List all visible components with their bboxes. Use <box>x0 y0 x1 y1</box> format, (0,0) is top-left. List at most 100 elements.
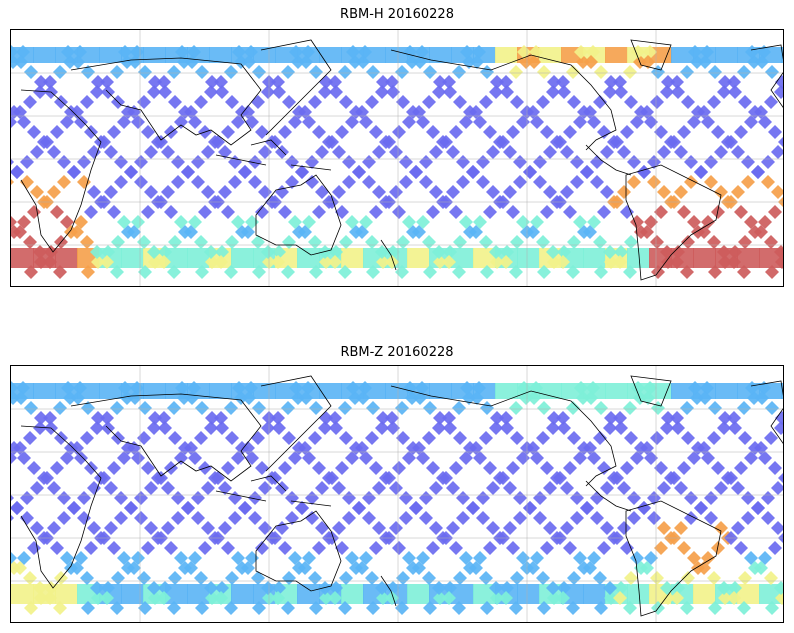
swath-cell <box>426 461 440 475</box>
swath-cell <box>476 511 490 525</box>
swath-cell <box>188 451 202 465</box>
swath-cell <box>175 45 189 59</box>
swath-cell <box>138 601 152 615</box>
coast-greenland <box>630 375 672 407</box>
swath-cell <box>369 125 383 139</box>
swath-cell <box>644 115 658 129</box>
swath-cell <box>272 421 286 435</box>
swath-cell <box>500 245 514 259</box>
swath-cell <box>617 185 631 199</box>
swath-cell <box>372 185 386 199</box>
swath-cell <box>537 265 551 279</box>
swath-cell <box>366 601 380 615</box>
swath-cell <box>392 461 406 475</box>
swath-cell <box>389 481 403 495</box>
swath-cell <box>613 255 627 269</box>
swath-cell <box>503 145 517 159</box>
swath-cell <box>546 581 560 595</box>
swath-cell <box>157 591 171 605</box>
swath-cell <box>392 541 406 555</box>
swath-cell <box>486 521 500 535</box>
swath-cell <box>517 584 540 604</box>
swath-cell <box>101 581 115 595</box>
swath-cell <box>174 215 188 229</box>
swath-cell <box>11 159 14 165</box>
swath-cell <box>419 155 433 169</box>
swath-cell <box>44 245 58 259</box>
swath-cell <box>255 461 269 475</box>
swath-cell <box>71 391 85 405</box>
swath-cell <box>727 591 741 605</box>
swath-cell <box>460 381 474 395</box>
swath-cell <box>714 521 728 535</box>
swath-cell <box>218 521 232 535</box>
swath-cell <box>107 205 121 219</box>
swath-cell <box>754 225 768 239</box>
swath-cell <box>329 421 343 435</box>
swath-cell <box>124 501 138 515</box>
swath-cell <box>614 581 628 595</box>
swath-cell <box>148 411 162 425</box>
swath-cell <box>429 521 443 535</box>
swath-cell <box>195 401 209 415</box>
swath-cell <box>281 601 295 615</box>
swath-cell <box>372 145 386 159</box>
swath-cell <box>687 215 701 229</box>
swath-cell <box>261 421 275 435</box>
swath-cell <box>369 205 383 219</box>
swath-cell <box>451 248 474 268</box>
swath-cell <box>493 135 507 149</box>
swath-cell <box>670 591 684 605</box>
swath-cell <box>587 451 601 465</box>
swath-cell <box>660 85 674 99</box>
swath-cell <box>252 401 266 415</box>
swath-cell <box>205 75 219 89</box>
swath-cell <box>27 541 41 555</box>
swath-cell <box>258 145 272 159</box>
swath-cell <box>530 451 544 465</box>
swath-cell <box>563 541 577 555</box>
swath-cell <box>17 115 31 129</box>
swath-cell <box>288 215 302 229</box>
swath-cell <box>305 491 319 505</box>
swath-cell <box>620 125 634 139</box>
swath-cell <box>395 65 409 79</box>
swath-cell <box>503 481 517 495</box>
swath-cell <box>101 245 115 259</box>
swath-cell <box>168 235 182 249</box>
swath-cell <box>543 185 557 199</box>
swath-cell <box>737 65 751 79</box>
swath-cell <box>593 235 607 249</box>
swath-cell <box>566 601 580 615</box>
swath-cell <box>55 248 78 268</box>
swath-cell <box>34 255 48 269</box>
swath-cell <box>536 95 550 109</box>
swath-cell <box>81 65 95 79</box>
swath-cell <box>409 165 423 179</box>
swath-cell <box>761 491 775 505</box>
swath-cell <box>737 248 760 268</box>
swath-cell <box>422 95 436 109</box>
swath-cell <box>352 501 366 515</box>
swath-cell <box>204 421 218 435</box>
swath-cell <box>272 581 286 595</box>
swath-cell <box>774 581 783 595</box>
swath-cell <box>680 265 694 279</box>
swath-cell <box>456 155 470 169</box>
swath-cell <box>362 175 376 189</box>
swath-cell <box>34 411 48 425</box>
swath-cell <box>11 501 24 515</box>
swath-cell <box>121 105 135 119</box>
swath-cell <box>536 235 550 249</box>
swath-cell <box>57 175 71 189</box>
swath-cell <box>302 115 316 129</box>
swath-cell <box>11 584 34 604</box>
swath-cell <box>77 155 91 169</box>
swath-cell <box>586 45 600 59</box>
swath-cell <box>312 541 326 555</box>
swath-cell <box>761 511 775 525</box>
swath-cell <box>335 125 349 139</box>
swath-cell <box>291 55 305 69</box>
swath-cell <box>533 491 547 505</box>
swath-cell <box>47 145 61 159</box>
